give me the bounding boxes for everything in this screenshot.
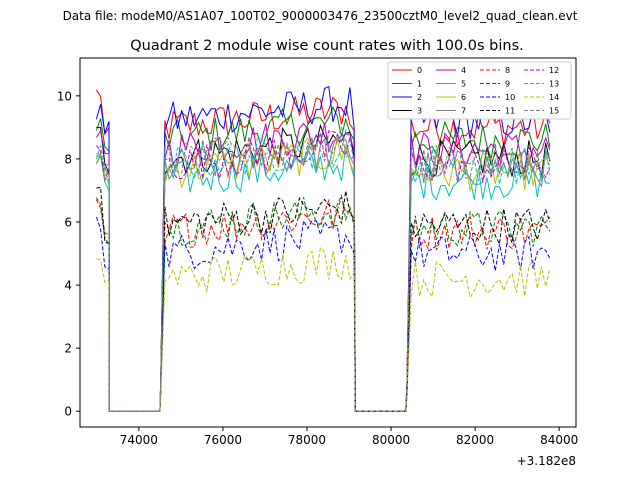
series-layer [95, 85, 551, 412]
y-tick-label: 6 [64, 216, 72, 230]
series-line-15 [96, 126, 551, 412]
legend-label-3: 3 [417, 107, 422, 116]
series-line-14 [96, 247, 551, 412]
x-axis: 74000 76000 78000 80000 82000 84000 [120, 427, 578, 447]
chart-title: Quadrant 2 module wise count rates with … [130, 38, 524, 54]
x-tick-label: 84000 [540, 433, 578, 447]
legend-label-7: 7 [461, 107, 466, 116]
x-tick-label: 78000 [288, 433, 326, 447]
legend-label-14: 14 [549, 93, 559, 102]
y-tick-label: 0 [64, 405, 72, 419]
x-tick-label: 80000 [372, 433, 410, 447]
series-line-2 [95, 85, 551, 412]
series-line-13 [95, 128, 551, 412]
y-tick-label: 10 [57, 89, 72, 103]
y-tick-label: 4 [64, 279, 72, 293]
series-line-12 [96, 130, 551, 412]
series-line-8 [95, 195, 551, 412]
legend-label-12: 12 [549, 66, 559, 75]
legend-label-8: 8 [505, 66, 510, 75]
series-line-10 [95, 216, 551, 412]
x-offset-label: +3.182e8 [517, 454, 576, 468]
legend-label-10: 10 [505, 93, 515, 102]
x-tick-label: 82000 [456, 433, 494, 447]
series-line-0 [95, 89, 551, 412]
x-tick-label: 76000 [204, 433, 242, 447]
series-line-11 [96, 186, 551, 412]
legend-box [387, 61, 572, 120]
legend-label-13: 13 [549, 80, 559, 89]
legend-label-2: 2 [417, 93, 422, 102]
legend-label-4: 4 [461, 66, 466, 75]
legend-label-1: 1 [417, 80, 422, 89]
legend-label-6: 6 [461, 93, 466, 102]
y-tick-label: 8 [64, 152, 72, 166]
x-tick-label: 74000 [120, 433, 158, 447]
series-line-6 [95, 137, 551, 412]
y-axis: 0 2 4 6 8 10 [57, 89, 80, 419]
series-line-4 [95, 122, 551, 412]
series-line-1 [95, 106, 551, 412]
axes-frame [79, 57, 577, 428]
chart-suptitle: Data file: modeM0/AS1A07_100T02_90000034… [63, 9, 578, 23]
legend-label-0: 0 [417, 66, 422, 75]
series-line-9 [95, 193, 551, 412]
legend-label-5: 5 [461, 80, 466, 89]
legend-label-15: 15 [549, 107, 559, 116]
legend-label-9: 9 [505, 80, 510, 89]
legend-label-11: 11 [505, 107, 515, 116]
y-tick-label: 2 [64, 342, 72, 356]
